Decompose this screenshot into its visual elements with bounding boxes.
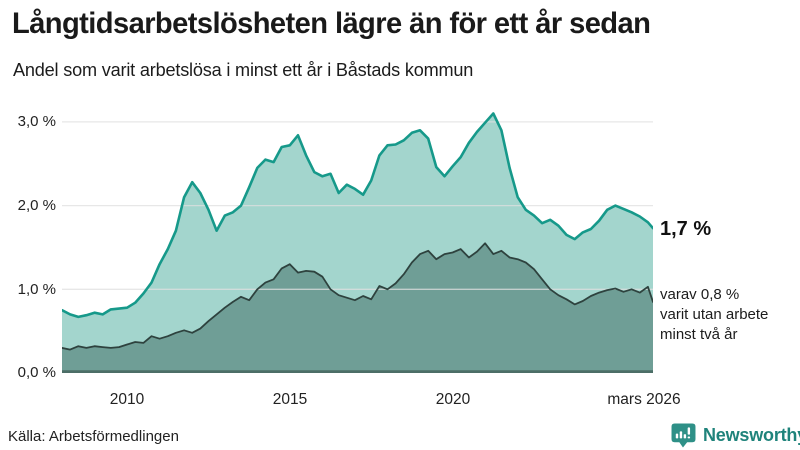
newsworthy-wordmark: Newsworthy <box>703 425 800 445</box>
y-axis-label-0: 0,0 % <box>17 364 56 381</box>
latest-value-label: 1,7 % <box>660 218 712 240</box>
y-axis-label-3: 3,0 % <box>17 113 56 130</box>
newsworthy-logo: Newsworthy <box>671 423 800 448</box>
x-axis-label-mars-2026: mars 2026 <box>607 391 681 408</box>
chart-subtitle: Andel som varit arbetslösa i minst ett å… <box>13 59 474 80</box>
y-axis-label-1: 1,0 % <box>17 281 56 298</box>
newsworthy-icon <box>671 423 696 448</box>
source-note: Källa: Arbetsförmedlingen <box>8 428 179 445</box>
x-axis-label-2010: 2010 <box>109 391 145 408</box>
two-year-value-label: varav 0,8 % varit utan arbete minst två … <box>660 286 769 343</box>
x-axis-label-2015: 2015 <box>272 391 308 408</box>
chart-title: Långtidsarbetslösheten lägre än för ett … <box>12 7 651 40</box>
area-chart-plot <box>62 112 653 373</box>
y-axis-label-2: 2,0 % <box>17 197 56 214</box>
x-axis-label-2020: 2020 <box>435 391 471 408</box>
